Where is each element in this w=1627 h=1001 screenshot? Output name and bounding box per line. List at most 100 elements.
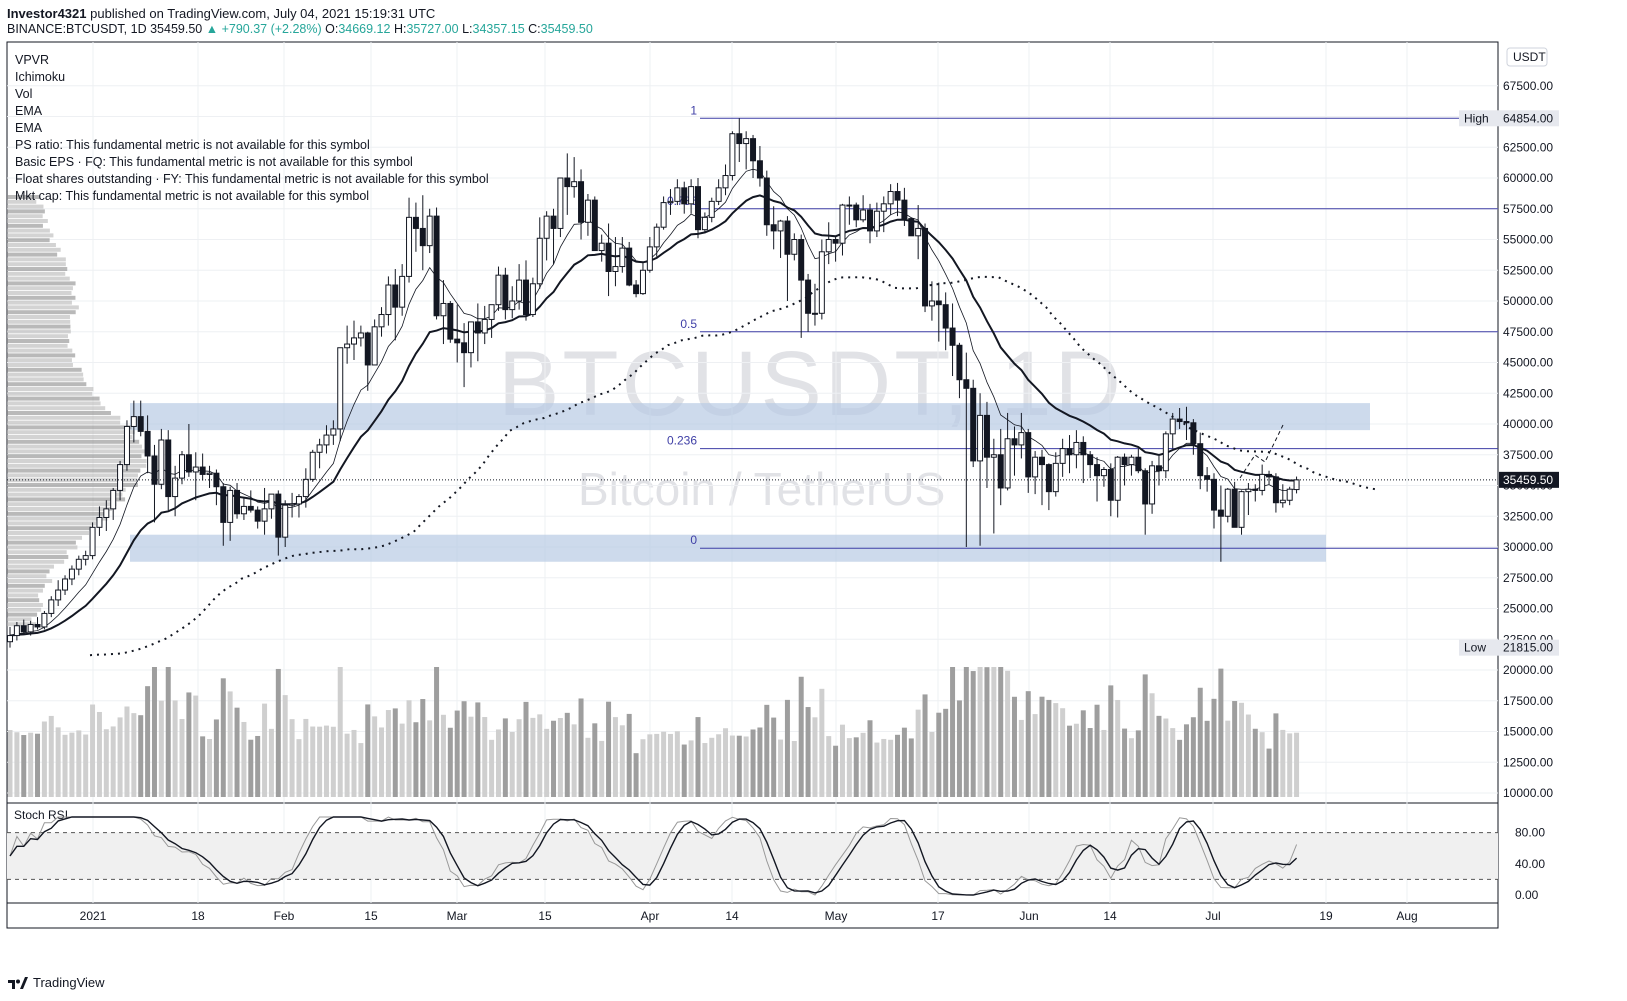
candle-body[interactable] [929,301,934,306]
candle-body[interactable] [1053,463,1058,491]
candle-body[interactable] [1108,470,1113,501]
candle-body[interactable] [1260,474,1265,490]
candle-body[interactable] [613,267,618,272]
candle-body[interactable] [372,327,377,365]
candle-body[interactable] [1136,457,1141,471]
candle-body[interactable] [407,217,412,276]
candle-body[interactable] [806,280,811,313]
candle-body[interactable] [379,315,384,327]
candle-body[interactable] [799,240,804,281]
candle-body[interactable] [668,201,673,202]
candle-body[interactable] [874,211,879,231]
indicator-item[interactable]: Basic EPS · FQ: This fundamental metric … [15,154,489,171]
candle-body[interactable] [1012,439,1017,445]
candle-body[interactable] [207,473,212,474]
candle-body[interactable] [1046,465,1051,492]
candle-body[interactable] [358,333,363,338]
candle-body[interactable] [1156,466,1161,471]
candle-body[interactable] [1019,433,1024,445]
candle-body[interactable] [544,216,549,238]
candle-body[interactable] [1040,457,1045,464]
candle-body[interactable] [221,487,226,523]
candle-body[interactable] [682,188,687,204]
candle-body[interactable] [338,348,343,429]
candle-body[interactable] [400,276,405,307]
candle-body[interactable] [826,240,831,252]
candle-body[interactable] [1115,457,1120,500]
candle-body[interactable] [840,205,845,243]
candle-body[interactable] [551,216,556,228]
candle-body[interactable] [434,216,439,316]
candle-body[interactable] [1074,442,1079,454]
candle-body[interactable] [1267,474,1272,476]
candle-body[interactable] [1253,489,1258,490]
candle-body[interactable] [455,339,460,343]
candle-body[interactable] [957,345,962,379]
candle-body[interactable] [599,243,604,250]
candle-body[interactable] [654,227,659,247]
candle-body[interactable] [730,134,735,176]
candle-body[interactable] [1163,434,1168,471]
candle-body[interactable] [634,285,639,294]
candle-body[interactable] [1067,449,1072,455]
candle-body[interactable] [35,624,40,626]
candle-body[interactable] [124,426,129,464]
candle-body[interactable] [228,490,233,522]
candle-body[interactable] [1294,480,1299,490]
candle-body[interactable] [345,344,350,348]
candle-body[interactable] [1060,449,1065,464]
candle-body[interactable] [909,219,914,236]
candle-body[interactable] [138,417,143,432]
candle-body[interactable] [296,497,301,504]
candle-body[interactable] [751,139,756,161]
candle-body[interactable] [971,388,976,461]
candle-body[interactable] [510,301,515,310]
candle-body[interactable] [1177,419,1182,421]
candle-body[interactable] [90,527,95,555]
candle-body[interactable] [1198,444,1203,476]
candle-body[interactable] [56,590,61,600]
candle-body[interactable] [186,455,191,472]
candle-body[interactable] [145,431,150,456]
candle-body[interactable] [331,429,336,435]
candle-body[interactable] [702,217,707,229]
candle-body[interactable] [716,188,721,202]
candle-body[interactable] [902,200,907,218]
candle-body[interactable] [1205,476,1210,480]
candle-body[interactable] [63,579,68,590]
candle-body[interactable] [991,455,996,457]
candle-body[interactable] [1122,457,1127,464]
candle-body[interactable] [1280,500,1285,502]
candle-body[interactable] [1143,471,1148,504]
candle-body[interactable] [1005,439,1010,488]
candle-body[interactable] [895,192,900,201]
candle-body[interactable] [28,624,33,631]
candle-body[interactable] [709,201,714,217]
candle-body[interactable] [352,338,357,344]
candle-body[interactable] [1170,419,1175,434]
candle-body[interactable] [283,505,288,537]
candle-body[interactable] [847,205,852,206]
candle-body[interactable] [489,305,494,320]
candle-body[interactable] [524,280,529,314]
candle-body[interactable] [200,467,205,474]
candle-body[interactable] [1246,489,1251,491]
candle-body[interactable] [1218,510,1223,516]
candle-body[interactable] [661,203,666,228]
candle-body[interactable] [723,176,728,188]
candle-body[interactable] [269,494,274,509]
candle-body[interactable] [675,188,680,202]
candle-body[interactable] [792,240,797,255]
candle-body[interactable] [448,303,453,339]
candle-body[interactable] [290,504,295,505]
candle-body[interactable] [255,510,260,521]
candle-body[interactable] [1273,477,1278,503]
indicator-item[interactable]: VPVR [15,52,489,69]
candle-body[interactable] [530,284,535,315]
candle-body[interactable] [558,178,563,228]
candle-body[interactable] [923,228,928,305]
candle-body[interactable] [592,200,597,250]
candle-body[interactable] [1239,492,1244,528]
candle-body[interactable] [1232,489,1237,527]
candle-body[interactable] [861,210,866,220]
